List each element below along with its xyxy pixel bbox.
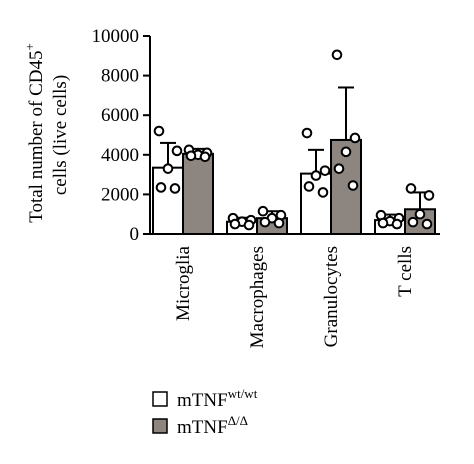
y-tick-label: 10000: [92, 26, 140, 47]
legend-label-superscript: wt/wt: [228, 386, 258, 401]
legend-label: mTNFΔ/Δ: [177, 413, 248, 438]
bar: [182, 152, 214, 235]
data-point: [162, 163, 174, 174]
y-tick-label: 8000: [101, 66, 139, 87]
y-tick-label: 0: [130, 224, 140, 245]
legend-swatch: [152, 391, 168, 407]
data-point: [301, 127, 313, 139]
data-point: [407, 216, 419, 228]
data-point: [155, 182, 167, 193]
data-point: [391, 218, 403, 230]
data-point: [229, 218, 241, 230]
category-label: Microglia: [173, 245, 194, 320]
y-tick-label: 2000: [101, 184, 139, 205]
legend-label: mTNFwt/wt: [177, 386, 258, 411]
data-point: [303, 181, 315, 192]
data-point: [319, 165, 331, 176]
y-axis-title-superscript: +: [22, 43, 37, 50]
data-point: [414, 208, 426, 220]
y-tick-label: 4000: [101, 145, 139, 166]
y-axis-title-text: Total number of CD45: [26, 51, 47, 223]
legend-label-text: mTNF: [177, 417, 228, 438]
data-point: [349, 132, 361, 144]
data-point: [405, 183, 417, 194]
data-point: [333, 163, 345, 174]
data-point: [169, 183, 181, 194]
data-point: [259, 216, 271, 228]
data-point: [317, 187, 329, 198]
y-axis-title-line2: cells (live cells): [50, 75, 71, 195]
category-label: Granulocytes: [321, 246, 342, 347]
legend-swatch: [152, 418, 168, 434]
data-point: [171, 145, 183, 157]
y-tick-label: 6000: [101, 105, 139, 126]
category-label: T cells: [395, 246, 416, 297]
data-point: [331, 49, 343, 61]
data-point: [377, 217, 389, 229]
data-point: [310, 170, 322, 181]
data-point: [243, 219, 255, 231]
category-label: Macrophages: [247, 246, 268, 348]
data-point: [273, 217, 285, 229]
legend-label-superscript: Δ/Δ: [228, 413, 248, 428]
y-axis-title-line1: Total number of CD45+: [22, 43, 47, 223]
data-point: [347, 180, 359, 191]
data-point: [421, 218, 433, 230]
data-point: [199, 151, 211, 163]
data-point: [153, 125, 165, 137]
data-point: [185, 150, 197, 162]
data-point: [257, 205, 269, 217]
data-point: [423, 190, 435, 201]
data-point: [340, 146, 352, 158]
legend-label-text: mTNF: [177, 390, 228, 411]
bar: [152, 166, 184, 235]
